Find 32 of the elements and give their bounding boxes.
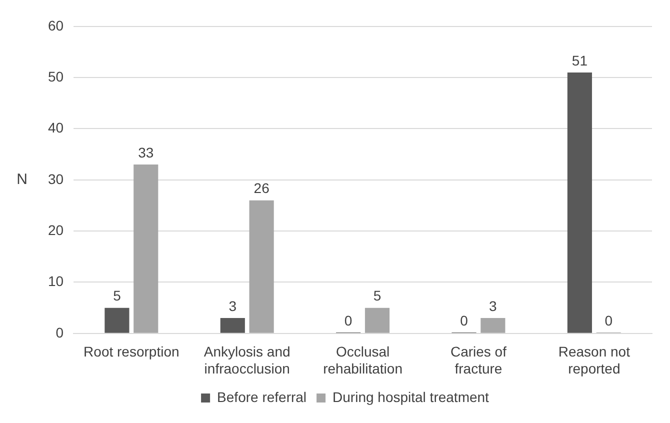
y-tick-label: 20	[48, 222, 64, 238]
y-tick-label: 50	[48, 68, 64, 84]
data-label: 3	[228, 298, 237, 314]
y-axis-title: N	[16, 171, 28, 188]
legend-label: During hospital treatment	[332, 388, 490, 405]
bar	[249, 200, 274, 333]
y-tick-label: 0	[56, 324, 64, 340]
x-tick-label: Caries of fracture	[450, 344, 507, 376]
y-tick-label: 10	[48, 273, 64, 290]
legend-label: Before referral	[217, 388, 307, 405]
x-tick-label: Reason not reported	[558, 344, 630, 376]
bar	[567, 72, 592, 333]
y-tick-label: 40	[48, 120, 64, 136]
data-label: 33	[138, 144, 154, 160]
data-label: 0	[604, 312, 613, 328]
data-label: 0	[344, 312, 352, 328]
x-tick-label: Occlusal rehabilitation	[323, 344, 402, 376]
x-tick-label: Root resorption	[84, 344, 180, 360]
x-tick-label: Ankylosis and infraocclusion	[204, 344, 290, 376]
bar	[104, 308, 130, 333]
data-label: 5	[113, 288, 122, 304]
data-label: 3	[489, 298, 498, 314]
bar	[364, 308, 390, 333]
bar	[220, 318, 245, 333]
data-label: 51	[572, 52, 588, 68]
bar	[480, 318, 506, 333]
bar	[134, 164, 158, 333]
data-label: 5	[373, 288, 382, 304]
data-label: 26	[254, 180, 270, 196]
y-tick-label: 60	[48, 17, 64, 34]
y-tick-label: 30	[48, 170, 64, 187]
data-label: 0	[460, 312, 468, 328]
